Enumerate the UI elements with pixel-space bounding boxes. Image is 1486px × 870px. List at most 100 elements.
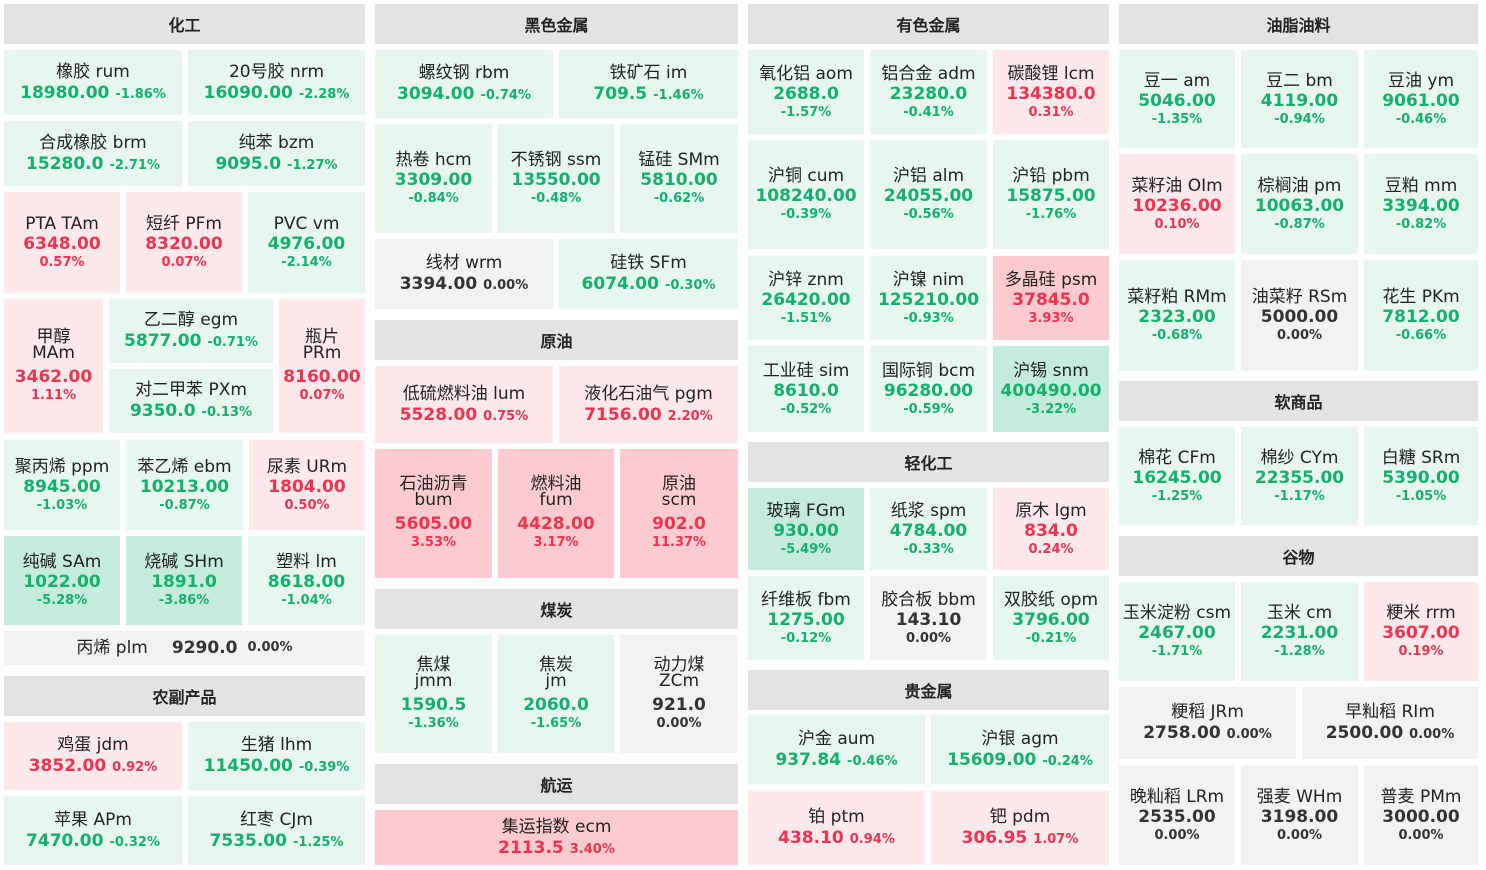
futures-tile[interactable]: 粳米 rrm 3607.00 0.19% bbox=[1364, 582, 1478, 681]
futures-tile[interactable]: 低硫燃料油 lum 5528.00 0.75% bbox=[375, 366, 553, 443]
contract-change: 3.53% bbox=[410, 535, 457, 550]
futures-tile[interactable]: 铝合金 adm 23280.0 -0.41% bbox=[870, 50, 987, 134]
contract-price: 7535.00 bbox=[209, 830, 287, 851]
contract-price: 3607.00 bbox=[1382, 623, 1460, 643]
contract-price: 5810.00 bbox=[640, 170, 718, 190]
futures-tile[interactable]: 工业硅 sim 8610.0 -0.52% bbox=[748, 346, 864, 432]
futures-tile[interactable]: 丙烯 plm 9290.0 0.00% bbox=[4, 631, 365, 665]
futures-tile[interactable]: 沪银 agm 15609.00 -0.24% bbox=[931, 715, 1109, 784]
section-header-shipping: 航运 bbox=[375, 764, 738, 804]
futures-tile[interactable]: 油菜籽 RSm 5000.00 0.00% bbox=[1241, 260, 1358, 371]
futures-tile[interactable]: 瓶片 PRm 8160.00 0.07% bbox=[279, 299, 365, 433]
futures-tile[interactable]: 线材 wrm 3394.00 0.00% bbox=[375, 239, 553, 309]
futures-tile[interactable]: 尿素 URm 1804.00 0.50% bbox=[249, 440, 365, 530]
futures-tile[interactable]: 原油 scm 902.0 11.37% bbox=[620, 449, 738, 578]
futures-tile[interactable]: 原木 lgm 834.0 0.24% bbox=[993, 488, 1109, 570]
futures-tile[interactable]: 普麦 PMm 3000.00 0.00% bbox=[1364, 765, 1478, 865]
futures-tile[interactable]: 苯乙烯 ebm 10213.00 -0.87% bbox=[126, 440, 243, 530]
futures-tile[interactable]: 对二甲苯 PXm 9350.0 -0.13% bbox=[109, 369, 273, 433]
futures-tile[interactable]: 20号胶 nrm 16090.00 -2.28% bbox=[188, 50, 365, 115]
contract-price: 15609.00 bbox=[947, 749, 1037, 770]
futures-tile[interactable]: 棉纱 CYm 22355.00 -1.17% bbox=[1241, 427, 1358, 525]
contract-name: 线材 wrm bbox=[425, 253, 503, 273]
futures-tile[interactable]: 短纤 PFm 8320.00 0.07% bbox=[126, 192, 242, 293]
futures-tile[interactable]: 纯苯 bzm 9095.0 -1.27% bbox=[188, 121, 365, 186]
futures-tile[interactable]: 沪镍 nim 125210.00 -0.93% bbox=[870, 256, 987, 340]
futures-tile[interactable]: 棕榈油 pm 10063.00 -0.87% bbox=[1241, 154, 1358, 254]
futures-tile[interactable]: 苹果 APm 7470.00 -0.32% bbox=[4, 796, 182, 865]
futures-tile[interactable]: 碳酸锂 lcm 134380.0 0.31% bbox=[993, 50, 1109, 134]
futures-tile[interactable]: 粳稻 JRm 2758.00 0.00% bbox=[1119, 687, 1296, 759]
futures-tile[interactable]: 液化石油气 pgm 7156.00 2.20% bbox=[559, 366, 738, 443]
contract-change: 0.00% bbox=[1398, 827, 1444, 843]
contract-name: 豆一 am bbox=[1143, 70, 1211, 91]
futures-tile[interactable]: 豆粕 mm 3394.00 -0.82% bbox=[1364, 154, 1478, 254]
futures-tile[interactable]: 铂 ptm 438.10 0.94% bbox=[748, 791, 925, 865]
futures-tile[interactable]: 棉花 CFm 16245.00 -1.25% bbox=[1119, 427, 1235, 525]
futures-tile[interactable]: 纸浆 spm 4784.00 -0.33% bbox=[870, 488, 987, 570]
futures-tile[interactable]: 橡胶 rum 18980.00 -1.86% bbox=[4, 50, 182, 115]
contract-name: 铁矿石 im bbox=[609, 63, 688, 83]
futures-tile[interactable]: 强麦 WHm 3198.00 0.00% bbox=[1241, 765, 1358, 865]
futures-tile[interactable]: 玉米淀粉 csm 2467.00 -1.71% bbox=[1119, 582, 1235, 681]
futures-tile[interactable]: 红枣 CJm 7535.00 -1.25% bbox=[188, 796, 365, 865]
futures-tile[interactable]: 沪金 aum 937.84 -0.46% bbox=[748, 715, 925, 784]
futures-tile[interactable]: 乙二醇 egm 5877.00 -0.71% bbox=[109, 299, 273, 363]
futures-tile[interactable]: 石油沥青 bum 5605.00 3.53% bbox=[375, 449, 492, 578]
futures-tile[interactable]: 菜籽粕 RMm 2323.00 -0.68% bbox=[1119, 260, 1235, 371]
contract-change: -0.59% bbox=[903, 401, 954, 417]
futures-tile[interactable]: 燃料油 fum 4428.00 3.17% bbox=[498, 449, 614, 578]
futures-tile[interactable]: 豆一 am 5046.00 -1.35% bbox=[1119, 50, 1235, 148]
futures-tile[interactable]: 菜籽油 OIm 10236.00 0.10% bbox=[1119, 154, 1235, 254]
futures-tile[interactable]: 聚丙烯 ppm 8945.00 -1.03% bbox=[4, 440, 120, 530]
futures-tile[interactable]: 钯 pdm 306.95 1.07% bbox=[931, 791, 1109, 865]
futures-tile[interactable]: 烧碱 SHm 1891.0 -3.86% bbox=[126, 536, 242, 625]
futures-tile[interactable]: 塑料 lm 8618.00 -1.04% bbox=[248, 536, 365, 625]
futures-tile[interactable]: 动力煤 ZCm 921.0 0.00% bbox=[620, 635, 738, 753]
futures-tile[interactable]: 铁矿石 im 709.5 -1.46% bbox=[559, 50, 738, 118]
futures-tile[interactable]: 白糖 SRm 5390.00 -1.05% bbox=[1364, 427, 1478, 525]
contract-name: 普麦 PMm bbox=[1380, 786, 1462, 807]
futures-tile[interactable]: 玻璃 FGm 930.00 -5.49% bbox=[748, 488, 864, 570]
futures-tile[interactable]: 豆二 bm 4119.00 -0.94% bbox=[1241, 50, 1358, 148]
futures-tile[interactable]: PVC vm 4976.00 -2.14% bbox=[248, 192, 365, 293]
price-row: 438.10 0.94% bbox=[778, 827, 895, 849]
futures-tile[interactable]: 沪锌 znm 26420.00 -1.51% bbox=[748, 256, 864, 340]
futures-tile[interactable]: 螺纹钢 rbm 3094.00 -0.74% bbox=[375, 50, 553, 118]
futures-tile[interactable]: 集运指数 ecm 2113.5 3.40% bbox=[375, 810, 738, 865]
futures-tile[interactable]: 锰硅 SMm 5810.00 -0.62% bbox=[620, 124, 738, 233]
futures-tile[interactable]: 焦煤 jmm 1590.5 -1.36% bbox=[375, 635, 492, 753]
futures-tile[interactable]: 硅铁 SFm 6074.00 -0.30% bbox=[559, 239, 738, 309]
futures-tile[interactable]: 纤维板 fbm 1275.00 -0.12% bbox=[748, 576, 864, 660]
futures-tile[interactable]: 鸡蛋 jdm 3852.00 0.92% bbox=[4, 722, 182, 790]
futures-tile[interactable]: 沪铅 pbm 15875.00 -1.76% bbox=[993, 140, 1109, 249]
section-header-oils: 油脂油料 bbox=[1119, 4, 1478, 44]
futures-tile[interactable]: 多晶硅 psm 37845.0 3.93% bbox=[993, 256, 1109, 340]
futures-tile[interactable]: 热卷 hcm 3309.00 -0.84% bbox=[375, 124, 492, 233]
futures-tile[interactable]: 早籼稻 RIm 2500.00 0.00% bbox=[1302, 687, 1478, 759]
futures-tile[interactable]: 晚籼稻 LRm 2535.00 0.00% bbox=[1119, 765, 1235, 865]
futures-tile[interactable]: 豆油 ym 9061.00 -0.46% bbox=[1364, 50, 1478, 148]
futures-tile[interactable]: 花生 PKm 7812.00 -0.66% bbox=[1364, 260, 1478, 371]
futures-tile[interactable]: 不锈钢 ssm 13550.00 -0.48% bbox=[498, 124, 614, 233]
futures-tile[interactable]: 纯碱 SAm 1022.00 -5.28% bbox=[4, 536, 120, 625]
futures-tile[interactable]: 氧化铝 aom 2688.0 -1.57% bbox=[748, 50, 864, 134]
contract-price: 8618.00 bbox=[267, 572, 346, 592]
contract-name: 棉花 CFm bbox=[1138, 447, 1216, 468]
futures-tile[interactable]: 国际铜 bcm 96280.00 -0.59% bbox=[870, 346, 987, 432]
futures-tile[interactable]: 沪铜 cum 108240.00 -0.39% bbox=[748, 140, 864, 249]
futures-tile[interactable]: 双胶纸 opm 3796.00 -0.21% bbox=[993, 576, 1109, 660]
futures-tile[interactable]: 沪铝 alm 24055.00 -0.56% bbox=[870, 140, 987, 249]
futures-tile[interactable]: 合成橡胶 brm 15280.0 -2.71% bbox=[4, 121, 182, 186]
contract-name: 强麦 WHm bbox=[1256, 786, 1343, 807]
futures-tile[interactable]: 焦炭 jm 2060.0 -1.65% bbox=[498, 635, 614, 753]
futures-tile[interactable]: 沪锡 snm 400490.00 -3.22% bbox=[993, 346, 1109, 432]
contract-price: 16245.00 bbox=[1132, 467, 1222, 488]
futures-tile[interactable]: 胶合板 bbm 143.10 0.00% bbox=[870, 576, 987, 660]
futures-tile[interactable]: 玉米 cm 2231.00 -1.28% bbox=[1241, 582, 1358, 681]
futures-tile[interactable]: 甲醇 MAm 3462.00 1.11% bbox=[4, 299, 103, 433]
futures-tile[interactable]: PTA TAm 6348.00 0.57% bbox=[4, 192, 120, 293]
contract-name: 锰硅 SMm bbox=[638, 150, 720, 170]
futures-tile[interactable]: 生猪 lhm 11450.00 -0.39% bbox=[188, 722, 365, 790]
